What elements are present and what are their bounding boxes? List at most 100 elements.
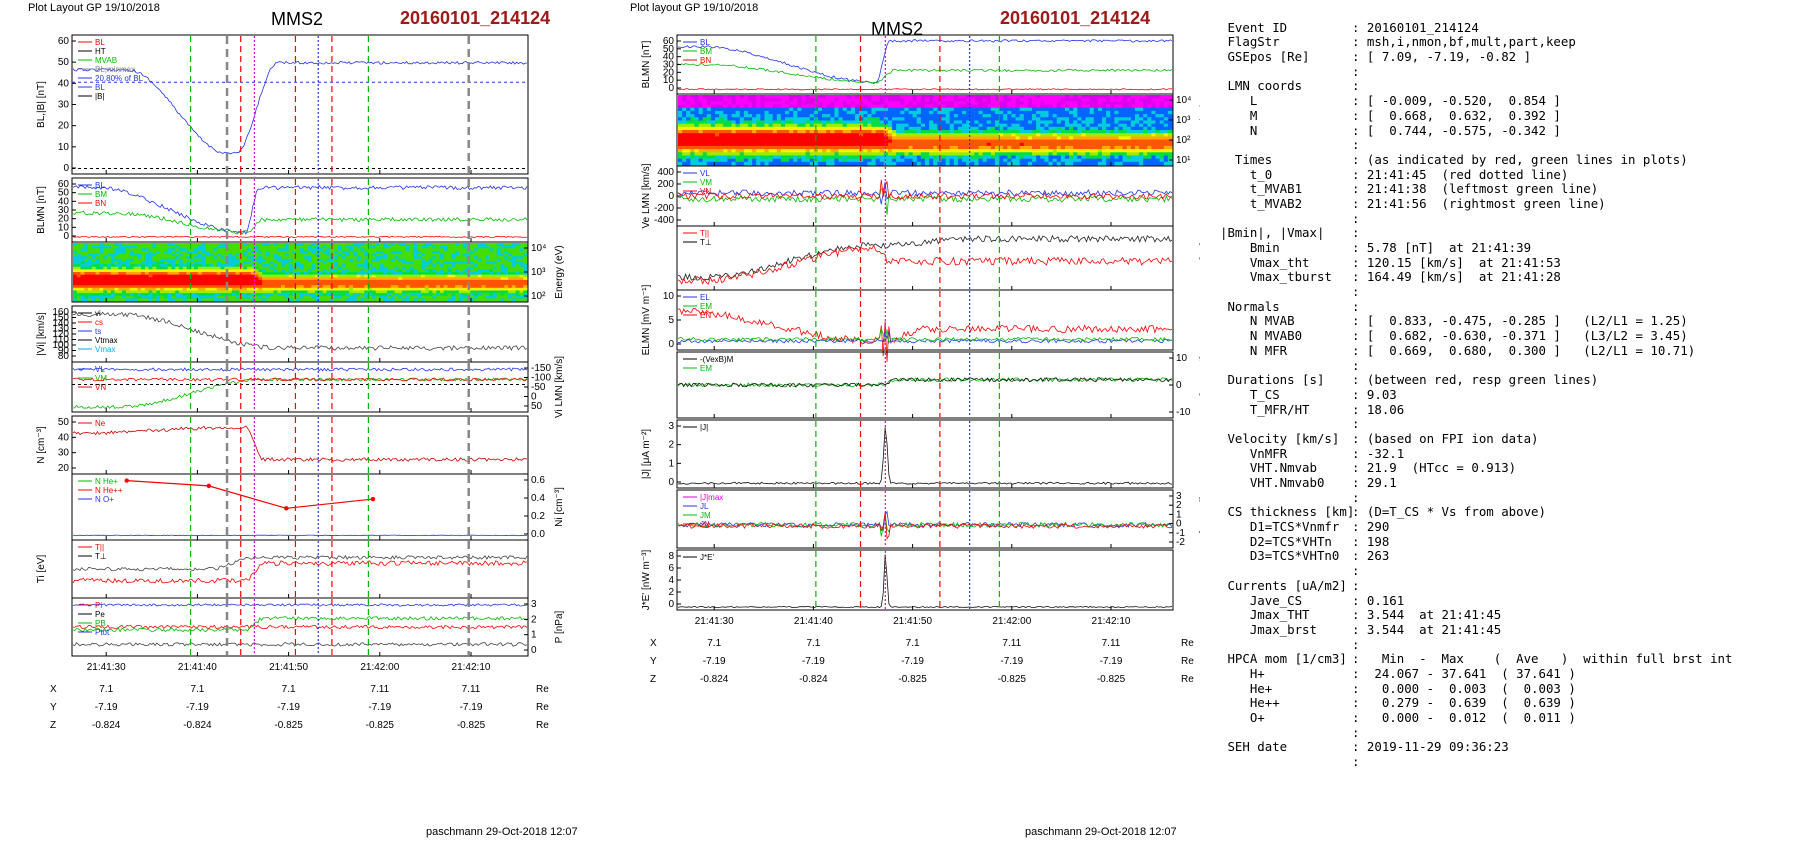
spectrogram-cell — [156, 295, 161, 299]
spectrogram-cell — [1044, 120, 1049, 125]
spectrogram-cell — [398, 250, 403, 255]
spectrogram-cell — [863, 145, 868, 150]
spectrogram-cell — [809, 149, 815, 153]
spectrogram-cell — [258, 272, 263, 276]
spectrogram-cell — [489, 290, 494, 294]
spectrogram-cell — [458, 282, 464, 286]
panel-frame — [71, 597, 529, 657]
spectrogram-cell — [368, 279, 373, 284]
spectrogram-cell — [789, 152, 794, 156]
spectrogram-cell — [809, 101, 815, 106]
spectrogram-cell — [904, 136, 910, 141]
spectrogram-cell — [789, 130, 794, 134]
y-tick-label: 60 — [663, 36, 675, 47]
spectrogram-cell — [735, 123, 741, 128]
spectrogram-cell — [999, 139, 1004, 144]
spectrogram-cell — [904, 126, 910, 131]
spectrogram-cell — [220, 293, 225, 297]
spectrogram-cell — [311, 245, 316, 249]
spectrogram-cell — [281, 295, 286, 299]
spectrogram-cell — [994, 123, 1000, 128]
spectrogram-cell — [481, 277, 486, 281]
spectrogram-cell — [686, 107, 691, 112]
spectrogram-cell — [103, 277, 108, 281]
spectrogram-cell — [209, 285, 214, 289]
spectrogram-cell — [250, 285, 256, 289]
spectrogram-cell — [141, 293, 146, 297]
spectrogram-cell — [421, 287, 426, 291]
y-tick-label: 20 — [663, 67, 675, 78]
spectrogram-cell — [194, 272, 199, 276]
spectrogram-cell — [228, 248, 233, 252]
spectrogram-cell — [785, 101, 790, 106]
spectrogram-cell — [118, 290, 123, 294]
spectrogram-cell — [871, 139, 877, 144]
spectrogram-cell — [201, 279, 206, 284]
spectrogram-cell — [262, 261, 267, 265]
spectrogram-cell — [95, 274, 100, 278]
spectrogram-cell — [735, 104, 741, 109]
spectrogram-cell — [118, 295, 123, 299]
spectrogram-cell — [129, 279, 135, 284]
spectrogram-cell — [292, 285, 297, 289]
spectrogram-cell — [706, 98, 712, 102]
spectrogram-cell — [508, 266, 513, 270]
spectrogram-cell — [764, 120, 770, 125]
spectrogram-cell — [216, 272, 222, 276]
spectrogram-cell — [239, 293, 244, 297]
spectrogram-cell — [152, 295, 157, 299]
spectrogram-cell — [163, 256, 169, 260]
spectrogram-cell — [277, 279, 282, 284]
spectrogram-cell — [247, 285, 252, 289]
spectrogram-cell — [871, 110, 877, 115]
spectrogram-cell — [801, 161, 807, 166]
spectrogram-cell — [235, 279, 240, 284]
spectrogram-cell — [508, 285, 513, 289]
spectrogram-cell — [904, 161, 910, 166]
spectrogram-cell — [855, 139, 860, 144]
spectrogram-cell — [436, 290, 441, 294]
spectrogram-cell — [772, 98, 778, 102]
spectrogram-cell — [296, 298, 301, 302]
spectrogram-cell — [715, 142, 720, 147]
spectrogram-cell — [698, 142, 704, 147]
spectrogram-cell — [326, 287, 331, 291]
spectrogram-cell — [481, 250, 486, 255]
spectrogram-cell — [432, 256, 437, 260]
spectrogram-cell — [780, 104, 786, 109]
spectrogram-cell — [867, 117, 872, 121]
spectrogram-cell — [764, 130, 770, 134]
spectrogram-cell — [477, 287, 483, 291]
spectrogram-cell — [76, 272, 82, 276]
spectrogram-cell — [160, 269, 165, 273]
spectrogram-cell — [178, 295, 184, 299]
spectrogram-cell — [871, 114, 877, 118]
spectrogram-cell — [871, 101, 877, 106]
spectrogram-cell — [945, 142, 951, 147]
spectrogram-cell — [413, 243, 418, 247]
spectrogram-cell — [318, 295, 324, 299]
spectrogram-cell — [1011, 142, 1017, 147]
spectrogram-cell — [390, 277, 396, 281]
spectrogram-cell — [447, 287, 452, 291]
spectrogram-cell — [846, 145, 852, 150]
spectrogram-cell — [439, 293, 445, 297]
spectrogram-cell — [133, 285, 138, 289]
spectrogram-cell — [813, 120, 819, 125]
spectrogram-cell — [500, 266, 505, 270]
spectrogram-cell — [73, 277, 78, 281]
spectrogram-cell — [163, 243, 169, 247]
left-event-id: 20160101_214124 — [400, 8, 551, 28]
spectrogram-cell — [780, 107, 786, 112]
spectrogram-cell — [822, 104, 827, 109]
spectrogram-cell — [307, 269, 312, 273]
spectrogram-cell — [239, 256, 244, 260]
spectrogram-cell — [76, 245, 82, 249]
spectrogram-cell — [451, 256, 456, 260]
spectrogram-cell — [727, 110, 733, 115]
spectrogram-cell — [817, 139, 823, 144]
spectrogram-cell — [470, 256, 475, 260]
spectrogram-cell — [511, 290, 517, 294]
spectrogram-cell — [846, 136, 852, 141]
spectrogram-cell — [515, 282, 520, 286]
